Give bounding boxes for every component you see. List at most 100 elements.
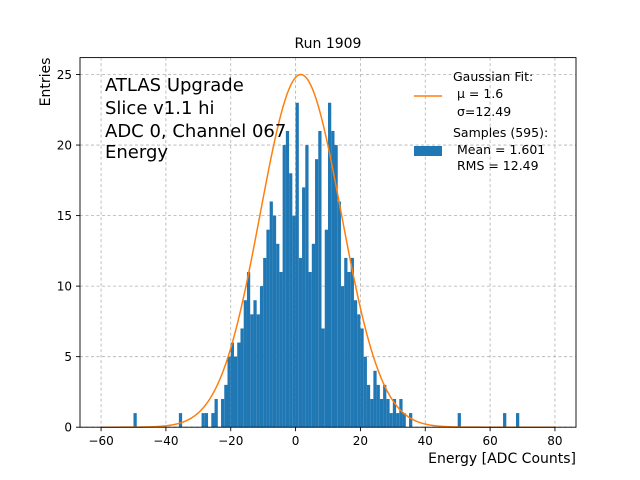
histogram-bar	[259, 286, 264, 428]
histogram-bar	[409, 413, 413, 428]
histogram-bar	[201, 413, 205, 428]
histogram-bar	[347, 272, 351, 428]
histogram-bar	[334, 145, 338, 428]
x-tick-label: 40	[418, 434, 433, 448]
histogram-bar	[269, 201, 273, 428]
annotation-line-1: ATLAS Upgrade	[105, 75, 244, 96]
histogram-bar	[373, 370, 377, 428]
y-tick-label: 25	[57, 68, 72, 82]
histogram-bar	[328, 102, 332, 428]
histogram-bar	[305, 145, 309, 428]
x-axis-label: Energy [ADC Counts]	[428, 451, 576, 467]
histogram-bar	[324, 229, 328, 428]
histogram-bar	[227, 356, 231, 428]
histogram-bar	[402, 413, 406, 428]
histogram-bars	[133, 102, 520, 428]
histogram-bar	[266, 229, 270, 428]
x-tick-label: 80	[547, 434, 562, 448]
x-tick-label: 60	[482, 434, 497, 448]
histogram-bar	[399, 398, 403, 428]
histogram-bar	[279, 272, 283, 428]
legend: Gaussian Fit: μ = 1.6 σ=12.49 Samples (5…	[414, 69, 548, 173]
histogram-bar	[285, 130, 290, 428]
plot-frame	[79, 57, 577, 428]
histogram-bar	[315, 159, 319, 428]
histogram-bar	[295, 102, 299, 428]
histogram-bar	[253, 300, 257, 428]
histogram-bar	[246, 272, 251, 428]
histogram-bar	[289, 173, 293, 428]
histogram-bar	[457, 413, 461, 428]
histogram-bar	[233, 356, 238, 428]
histogram-bar	[386, 398, 390, 428]
histogram-bar	[321, 328, 325, 428]
y-tick-label: 5	[64, 350, 72, 364]
histogram-bar	[379, 398, 384, 428]
histogram-bar	[240, 328, 244, 428]
histogram-bar	[366, 384, 371, 428]
histogram-bar	[272, 215, 277, 428]
histogram-bar	[263, 257, 267, 428]
histogram-bar	[331, 130, 335, 428]
histogram-bar	[360, 328, 364, 428]
histogram-bar	[256, 314, 260, 428]
legend-histogram-rms: RMS = 12.49	[453, 158, 539, 173]
histogram-bar	[503, 413, 507, 428]
x-tick-label: −20	[218, 434, 243, 448]
histogram-bar	[350, 257, 354, 428]
histogram-bar	[133, 413, 137, 428]
histogram-bar	[308, 272, 312, 428]
y-axis-label: Entries	[38, 58, 54, 107]
histogram-bar	[292, 215, 296, 428]
histogram-bar	[211, 413, 215, 428]
histogram-bar	[298, 257, 303, 428]
legend-histogram-label: Samples (595):	[453, 125, 548, 140]
histogram-bar	[344, 257, 348, 428]
y-tick-label: 0	[64, 421, 72, 435]
histogram-bar	[178, 413, 183, 428]
histogram-bar	[204, 413, 209, 428]
histogram-bar	[353, 300, 358, 428]
legend-histogram-swatch	[414, 146, 442, 156]
annotation-line-4: Energy	[105, 142, 168, 163]
histogram-bar	[392, 398, 397, 428]
histogram-bar	[311, 243, 316, 428]
legend-fit-sigma: σ=12.49	[457, 104, 511, 119]
histogram-bar	[357, 314, 361, 428]
x-tick-label: −40	[153, 434, 178, 448]
histogram-bar	[383, 384, 387, 428]
histogram-bar	[221, 398, 225, 428]
y-tick-label: 20	[57, 139, 72, 153]
chart-title: Run 1909	[295, 36, 362, 52]
y-axis-ticks: 0 5 10 15 20 25	[57, 68, 80, 435]
histogram-bar	[250, 314, 254, 428]
histogram-bar	[376, 384, 380, 428]
annotation-line-2: Slice v1.1 hi	[105, 98, 215, 119]
legend-histogram-mean: Mean = 1.601	[453, 142, 545, 157]
legend-fit-mu: μ = 1.6	[457, 86, 503, 101]
histogram-bar	[237, 342, 241, 428]
histogram-bar	[340, 286, 345, 428]
histogram-bar	[214, 398, 218, 428]
y-tick-label: 10	[57, 280, 72, 294]
histogram-bar	[337, 201, 341, 428]
annotation-box: ATLAS Upgrade Slice v1.1 hi ADC 0, Chann…	[105, 75, 286, 163]
annotation-line-3: ADC 0, Channel 067	[105, 121, 286, 142]
x-tick-label: −60	[88, 434, 113, 448]
histogram-bar	[282, 145, 286, 428]
x-tick-label: 20	[353, 434, 368, 448]
histogram-bar	[370, 398, 374, 428]
legend-fit-label: Gaussian Fit:	[453, 69, 533, 84]
y-tick-label: 15	[57, 209, 72, 223]
histogram-bar	[363, 356, 367, 428]
histogram-bar	[318, 130, 322, 428]
histogram-bar	[230, 342, 234, 428]
histogram-bar	[389, 413, 393, 428]
histogram-bar	[396, 413, 400, 428]
x-tick-label: 0	[292, 434, 300, 448]
histogram-bar	[516, 413, 520, 428]
histogram-bar	[302, 187, 306, 428]
x-axis-ticks: −60 −40 −20 0 20 40 60 80	[88, 427, 563, 448]
histogram-bar	[276, 243, 280, 428]
